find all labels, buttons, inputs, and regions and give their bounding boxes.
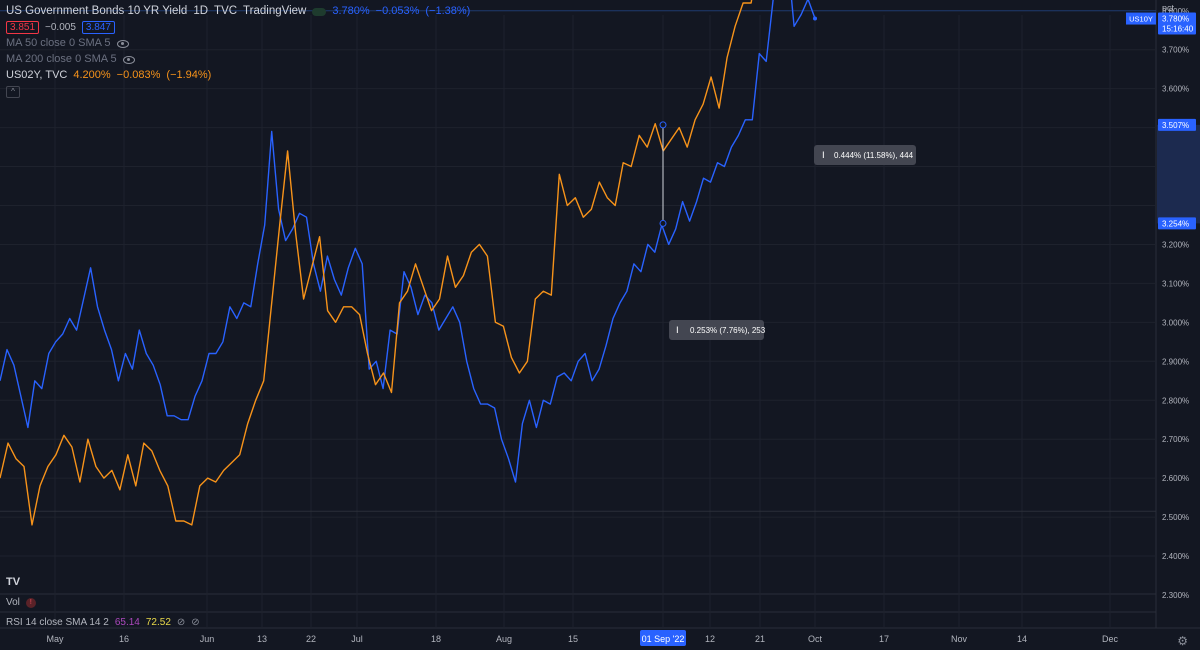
y-tick-label: 2.600% bbox=[1162, 474, 1189, 483]
eye-hidden-icon[interactable] bbox=[122, 55, 135, 64]
crosshair-price-background bbox=[1158, 118, 1196, 131]
compare-last: 4.200% bbox=[73, 69, 111, 81]
price-change: −0.053% bbox=[375, 5, 420, 17]
ma50-row: MA 50 close 0 SMA 5 bbox=[6, 36, 470, 51]
series-line-us02y bbox=[0, 0, 753, 526]
x-tick-label: 17 bbox=[879, 634, 889, 644]
interval-label[interactable]: 1D bbox=[193, 5, 209, 17]
y-tick-label: 3.200% bbox=[1162, 240, 1189, 249]
price-label: 3.780% bbox=[1162, 15, 1189, 24]
crosshair-date-background bbox=[640, 630, 686, 646]
price-label-background bbox=[1158, 12, 1196, 35]
price-range-highlight bbox=[1157, 124, 1200, 224]
x-tick-label: 12 bbox=[705, 634, 715, 644]
x-tick-label: 21 bbox=[755, 634, 765, 644]
source-label: TVC bbox=[214, 5, 238, 17]
bid-price[interactable]: 3.851 bbox=[6, 21, 40, 34]
x-tick-label: 13 bbox=[257, 634, 267, 644]
symbol-legend-row: US Government Bonds 10 YR Yield 1D TVC T… bbox=[6, 4, 470, 19]
rsi-value-1: 65.14 bbox=[114, 617, 140, 628]
collapse-row: ^ bbox=[6, 84, 470, 99]
y-tick-label: 3.000% bbox=[1162, 318, 1189, 327]
y-tick-label: 2.800% bbox=[1162, 396, 1189, 405]
rsi-value-2: 72.52 bbox=[145, 617, 171, 628]
y-tick-label: 2.500% bbox=[1162, 513, 1189, 522]
ma50-label[interactable]: MA 50 close 0 SMA 5 bbox=[6, 37, 111, 49]
crosshair-price-label: 3.507% bbox=[1162, 121, 1189, 130]
last-value-dot bbox=[813, 16, 817, 21]
y-tick-label: 2.400% bbox=[1162, 552, 1189, 561]
y-tick-label: 3.100% bbox=[1162, 279, 1189, 288]
y-tick-label: 3.600% bbox=[1162, 85, 1189, 94]
measure-label: Ⅰ 0.253% (7.76%), 253 bbox=[669, 320, 766, 340]
last-price: 3.780% bbox=[332, 5, 370, 17]
price-unit-label: pct bbox=[1162, 3, 1175, 13]
rsi-pane-legend: RSI 14 close SMA 14 2 65.14 72.52 ⊘ ⊘ bbox=[6, 617, 200, 628]
crosshair-price-label: 3.254% bbox=[1162, 219, 1189, 228]
y-tick-label: 2.700% bbox=[1162, 435, 1189, 444]
x-tick-label: 22 bbox=[306, 634, 316, 644]
ask-price[interactable]: 3.847 bbox=[81, 21, 115, 34]
x-tick-label: Aug bbox=[496, 634, 512, 644]
measure-label-background bbox=[814, 145, 916, 165]
hidden-icon[interactable]: ⊘ bbox=[176, 617, 186, 628]
crosshair-price-background bbox=[1158, 217, 1196, 230]
series-line-us10y bbox=[0, 0, 816, 483]
compare-change-pct: (−1.94%) bbox=[166, 69, 212, 81]
tradingview-logo-icon[interactable]: TV bbox=[6, 576, 21, 588]
market-status-icon bbox=[312, 7, 327, 16]
x-tick-label: Oct bbox=[808, 634, 823, 644]
chevron-up-icon[interactable]: ^ bbox=[6, 85, 20, 98]
error-badge-icon[interactable]: ! bbox=[25, 597, 36, 608]
ma200-label[interactable]: MA 200 close 0 SMA 5 bbox=[6, 53, 117, 65]
measure-label-text: 0.444% (11.58%), 444 bbox=[834, 151, 914, 160]
x-tick-label: Nov bbox=[951, 634, 968, 644]
x-tick-label: 18 bbox=[431, 634, 441, 644]
x-tick-label: 15 bbox=[568, 634, 578, 644]
spread-value: −0.005 bbox=[45, 22, 76, 33]
x-tick-label: Jun bbox=[200, 634, 215, 644]
symbol-title[interactable]: US Government Bonds 10 YR Yield bbox=[6, 5, 188, 17]
rsi-label[interactable]: RSI 14 close SMA 14 2 bbox=[6, 617, 109, 628]
platform-label: TradingView bbox=[243, 5, 307, 17]
price-change-pct: (−1.38%) bbox=[425, 5, 471, 17]
compare-row: US02Y, TVC 4.200% −0.083% (−1.94%) bbox=[6, 68, 470, 83]
ma200-row: MA 200 close 0 SMA 5 bbox=[6, 52, 470, 67]
symbol-label: US10Y bbox=[1129, 15, 1153, 24]
measure-label: Ⅰ 0.444% (11.58%), 444 bbox=[814, 145, 916, 165]
gear-icon[interactable]: ⚙ bbox=[1177, 634, 1188, 648]
x-tick-label: Jul bbox=[351, 634, 363, 644]
chart-legend: US Government Bonds 10 YR Yield 1D TVC T… bbox=[6, 4, 470, 100]
compare-change: −0.083% bbox=[116, 69, 161, 81]
x-tick-label: Dec bbox=[1102, 634, 1119, 644]
symbol-label-background bbox=[1126, 12, 1156, 25]
x-tick-label: May bbox=[46, 634, 64, 644]
measure-icon: Ⅰ bbox=[822, 150, 825, 160]
measure-handle bbox=[659, 219, 667, 227]
y-tick-label: 3.800% bbox=[1162, 7, 1189, 16]
measure-label-background bbox=[669, 320, 764, 340]
measure-icon: Ⅰ bbox=[676, 325, 679, 335]
measure-handle bbox=[659, 121, 667, 129]
price-scale-background bbox=[1156, 0, 1200, 650]
hidden-icon[interactable]: ⊘ bbox=[191, 617, 200, 628]
measure-label-text: 0.253% (7.76%), 253 bbox=[690, 326, 766, 335]
bid-ask-row: 3.851 −0.005 3.847 bbox=[6, 20, 470, 35]
compare-symbol[interactable]: US02Y, TVC bbox=[6, 69, 68, 81]
x-tick-label: 14 bbox=[1017, 634, 1027, 644]
vol-label[interactable]: Vol bbox=[6, 597, 20, 608]
eye-hidden-icon[interactable] bbox=[116, 39, 129, 48]
x-tick-label: 01 Sep '22 bbox=[642, 634, 685, 644]
y-tick-label: 2.900% bbox=[1162, 357, 1189, 366]
y-tick-label: 3.700% bbox=[1162, 46, 1189, 55]
volume-pane-legend: Vol ! bbox=[6, 597, 36, 608]
countdown-label: 15:16:40 bbox=[1162, 25, 1194, 34]
y-tick-label: 2.300% bbox=[1162, 591, 1189, 600]
x-tick-label: 16 bbox=[119, 634, 129, 644]
